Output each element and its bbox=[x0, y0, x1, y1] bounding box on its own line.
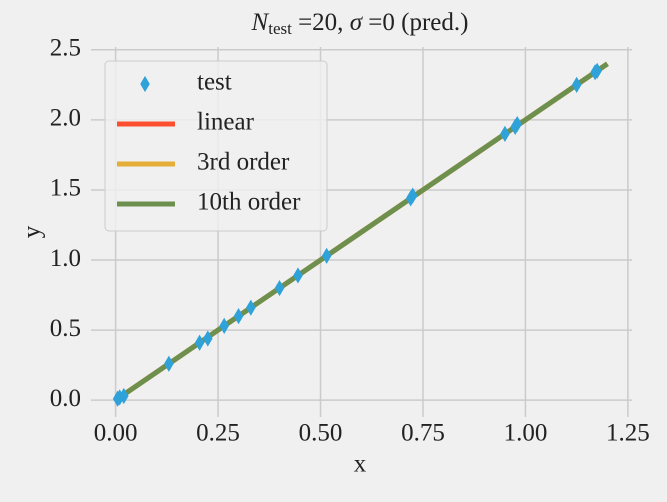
title-part: N bbox=[251, 9, 270, 36]
y-axis-label: y bbox=[19, 225, 46, 238]
y-tick-label: 1.5 bbox=[50, 175, 81, 202]
test-point bbox=[274, 279, 285, 297]
test-point bbox=[407, 187, 418, 204]
test-point bbox=[203, 330, 213, 347]
test-point bbox=[293, 267, 303, 284]
test-point bbox=[194, 334, 205, 351]
title-part: σ bbox=[350, 9, 364, 36]
title-part: =20, bbox=[292, 9, 350, 36]
y-tick-label: 2.5 bbox=[50, 35, 81, 62]
chart-title: Ntest =20, σ =0 (pred.) bbox=[251, 9, 469, 38]
y-tick-label: 1.0 bbox=[50, 245, 81, 272]
y-tick-label: 2.0 bbox=[50, 105, 81, 132]
x-tick-label: 1.00 bbox=[504, 420, 548, 447]
x-tick-label: 0.75 bbox=[401, 420, 445, 447]
legend-label: test bbox=[197, 69, 232, 96]
x-tick-label: 0.00 bbox=[94, 420, 138, 447]
x-tick-label: 0.25 bbox=[196, 420, 240, 447]
title-part: =0 (pred.) bbox=[362, 9, 468, 36]
test-point bbox=[571, 76, 582, 93]
x-axis-label: x bbox=[354, 451, 367, 478]
x-tick-label: 0.50 bbox=[299, 420, 343, 447]
test-point bbox=[246, 299, 256, 316]
test-point bbox=[233, 307, 244, 325]
legend-marker bbox=[140, 75, 150, 93]
legend-label: 3rd order bbox=[197, 149, 290, 176]
x-tick-label: 1.25 bbox=[606, 420, 650, 447]
test-point bbox=[321, 247, 332, 264]
title-part: test bbox=[268, 19, 292, 38]
y-tick-label: 0.0 bbox=[50, 385, 81, 412]
legend-frame bbox=[104, 60, 328, 232]
test-point bbox=[512, 115, 523, 133]
test-point bbox=[118, 387, 129, 405]
test-point bbox=[500, 125, 510, 142]
y-tick-label: 0.5 bbox=[50, 315, 81, 342]
test-point bbox=[219, 317, 230, 335]
test-point bbox=[164, 355, 174, 372]
legend-label: 10th order bbox=[197, 189, 301, 216]
test-point bbox=[592, 62, 602, 79]
legend-label: linear bbox=[197, 109, 255, 136]
